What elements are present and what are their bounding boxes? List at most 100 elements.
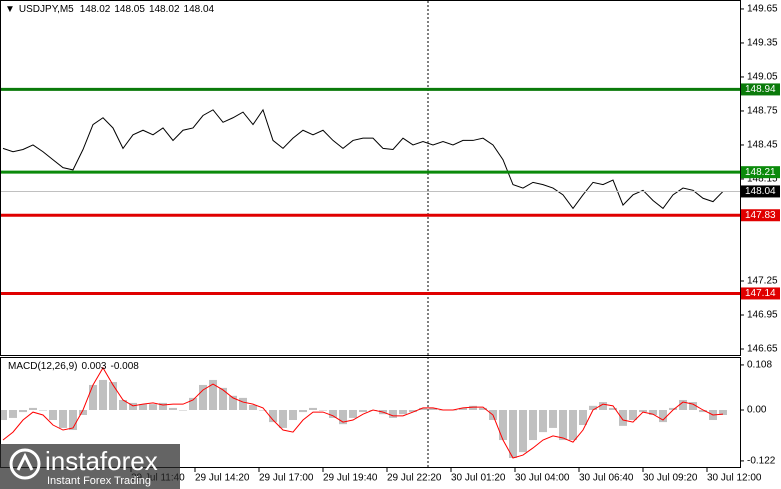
- histogram-bar: [209, 379, 217, 410]
- macd-title: MACD(12,26,9): [8, 361, 77, 372]
- watermark-icon: [9, 448, 41, 480]
- histogram-bar: [419, 407, 427, 410]
- histogram-bar: [69, 409, 77, 431]
- histogram-bar: [319, 409, 327, 411]
- collapse-icon: ▼: [5, 4, 15, 15]
- histogram-bar: [469, 405, 477, 410]
- histogram-bar: [129, 402, 137, 410]
- histogram-bar: [9, 409, 17, 418]
- histogram-bar: [409, 409, 417, 413]
- y-tick-label: 149.05: [747, 72, 778, 83]
- histogram-bar: [429, 407, 437, 410]
- histogram-bar: [279, 409, 287, 428]
- y-tick-label: -0.122: [747, 456, 776, 467]
- y-tick-label: 146.95: [747, 310, 778, 321]
- plot: 149.65 149.35 149.05 148.75 148.45 148.15 147.…: [0, 4, 780, 484]
- histogram-bar: [359, 409, 367, 413]
- histogram-bar: [0, 409, 7, 421]
- histogram-bar: [699, 409, 707, 413]
- watermark-brand: instaforex: [45, 446, 158, 476]
- histogram-bar: [89, 384, 97, 410]
- histogram-bar: [149, 404, 157, 410]
- x-tick-label: 30 Jul 01:20: [451, 473, 506, 484]
- histogram-bar: [179, 409, 187, 411]
- histogram-bar: [19, 409, 27, 413]
- histogram-bar: [159, 402, 167, 410]
- y-tick-label: 147.25: [747, 276, 778, 287]
- histogram-bar: [29, 407, 37, 410]
- y-tick-label: 0.108: [747, 360, 772, 371]
- price-line: [2, 108, 724, 210]
- histogram-bar: [569, 409, 577, 441]
- histogram-bar: [609, 407, 617, 410]
- high: 148.05: [114, 4, 145, 15]
- y-tick-label: 148.45: [747, 140, 778, 151]
- macd-value: 0.003: [81, 361, 106, 372]
- histogram-bar: [349, 409, 357, 418]
- histogram-bar: [189, 397, 197, 410]
- signal-value: -0.008: [111, 361, 140, 372]
- macd-pane-frame: [0, 357, 741, 468]
- histogram-bar: [589, 405, 597, 410]
- histogram-bar: [559, 409, 567, 441]
- y-tick-label: 149.35: [747, 38, 778, 49]
- histogram-bar: [649, 409, 657, 416]
- main-pane-frame: [0, 0, 741, 356]
- histogram-bar: [519, 409, 527, 453]
- histogram-bar: [389, 409, 397, 418]
- histogram-bar: [539, 409, 547, 433]
- histogram-bar: [229, 395, 237, 410]
- watermark-icon: [16, 452, 34, 471]
- y-tick-label: 0.00: [747, 405, 767, 416]
- x-tick-label: 30 Jul 12:00: [707, 473, 762, 484]
- histogram-bar: [719, 409, 727, 416]
- histogram-bar: [239, 397, 247, 410]
- histogram-bar: [259, 409, 267, 411]
- histogram-bar: [509, 409, 517, 458]
- level-label-box: [741, 83, 780, 96]
- histogram-bar: [399, 409, 407, 415]
- histogram-bar: [79, 409, 87, 416]
- open: 148.02: [80, 4, 111, 15]
- histogram-bar: [339, 409, 347, 425]
- current-price-box: [741, 185, 780, 198]
- histogram-bar: [549, 409, 557, 428]
- x-tick-label: 29 Jul 14:20: [195, 473, 250, 484]
- histogram-bar: [659, 409, 667, 423]
- histogram-bar: [579, 409, 587, 426]
- x-tick-label: 30 Jul 04:00: [515, 473, 570, 484]
- histogram-bar: [689, 402, 697, 410]
- y-tick-label: 148.75: [747, 106, 778, 117]
- signal-line: [2, 366, 724, 459]
- x-tick-label: 30 Jul 09:20: [643, 473, 698, 484]
- low: 148.02: [149, 4, 180, 15]
- histogram-bar: [219, 387, 227, 410]
- histogram-bar: [249, 404, 257, 410]
- watermark-tagline: Instant Forex Trading: [47, 475, 151, 487]
- x-tick-label: 29 Jul 19:40: [323, 473, 378, 484]
- close: 148.04: [184, 4, 215, 15]
- histogram-bar: [119, 399, 127, 410]
- x-tick-label: 30 Jul 06:40: [579, 473, 634, 484]
- histogram-bar: [289, 409, 297, 421]
- histogram-bar: [309, 407, 317, 410]
- watermark: instaforex Instant Forex Trading: [0, 444, 180, 489]
- histogram-bar: [99, 379, 107, 410]
- y-tick-label: 148.15: [747, 174, 778, 185]
- macd-header: MACD(12,26,9) 0.003 -0.008: [8, 361, 139, 372]
- histogram-bar: [269, 409, 277, 423]
- x-tick-label: 29 Jul 22:20: [387, 473, 442, 484]
- level-label: 147.83: [745, 210, 776, 221]
- histogram-bar: [619, 409, 627, 426]
- histogram-bar: [529, 409, 537, 441]
- histogram-bar: [139, 404, 147, 410]
- y-tick-label: 146.65: [747, 344, 778, 355]
- level-label-box: [741, 287, 780, 300]
- level-label: 148.94: [745, 84, 776, 95]
- level-label-box: [741, 166, 780, 179]
- histogram-bar: [669, 407, 677, 410]
- histogram-bar: [679, 399, 687, 410]
- current-price-label: 148.04: [745, 186, 776, 197]
- histogram-bar: [479, 407, 487, 410]
